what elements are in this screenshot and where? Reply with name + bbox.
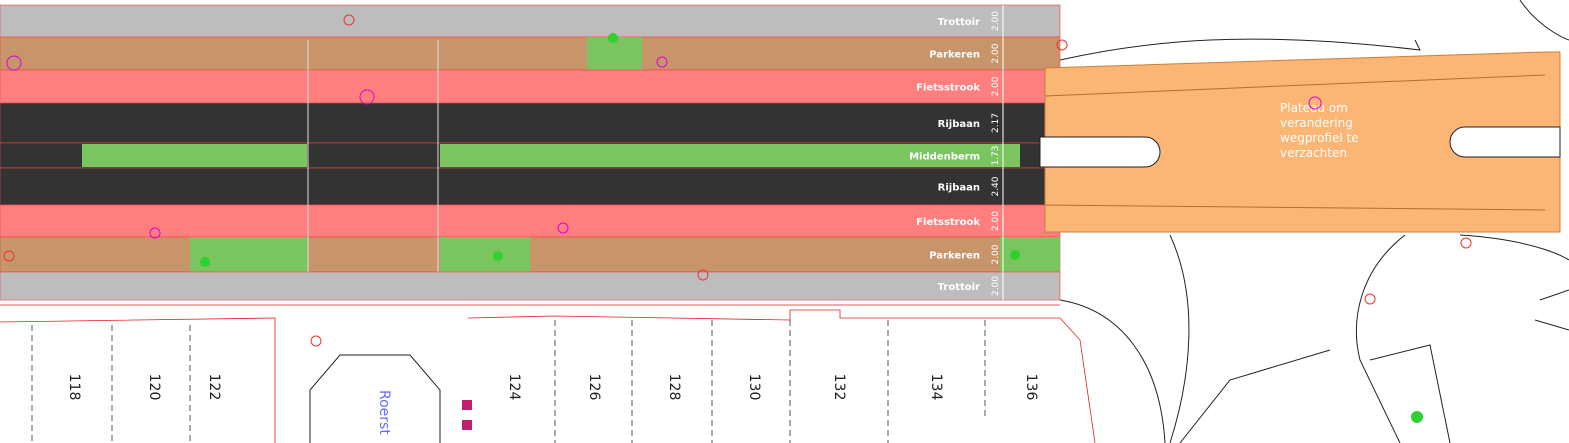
linework bbox=[309, 0, 1569, 443]
markers bbox=[6, 55, 1322, 239]
lane-label: Parkeren bbox=[929, 251, 980, 262]
plateau-label: verzachten bbox=[1280, 146, 1347, 160]
lane-label: Trottoir bbox=[938, 17, 980, 28]
lane-width: 2.00 bbox=[991, 244, 1001, 264]
lane-label: Parkeren bbox=[929, 50, 980, 61]
lane-width: 2.00 bbox=[991, 11, 1001, 31]
house-number: 136 bbox=[1023, 374, 1039, 401]
house-number: 134 bbox=[928, 374, 944, 401]
house-numbers: 118 120 122 124 126 128 130 132 134 136 bbox=[66, 374, 1039, 401]
house-number: 118 bbox=[66, 374, 82, 401]
lane bbox=[0, 36, 1061, 71]
lots bbox=[0, 304, 1096, 443]
house-number: 122 bbox=[206, 374, 222, 401]
signs bbox=[462, 400, 472, 430]
lane bbox=[0, 204, 1061, 238]
lane-width: 2.00 bbox=[991, 211, 1001, 231]
lane bbox=[0, 271, 1061, 301]
island bbox=[1039, 136, 1161, 168]
house-number: 130 bbox=[746, 374, 762, 401]
house-number: 124 bbox=[506, 374, 522, 401]
lanes: Trottoir 2.00 Parkeren 2.00 Fietsstrook 2.00 R… bbox=[0, 4, 1061, 301]
lane-label: Fietsstrook bbox=[916, 83, 980, 94]
lane-label: Rijbaan bbox=[938, 183, 980, 194]
plateau-lines bbox=[1044, 74, 1546, 211]
plateau-label: Plateau om bbox=[1280, 101, 1348, 115]
house-number: 126 bbox=[586, 374, 602, 401]
lane-width: 2.40 bbox=[991, 176, 1001, 196]
lamps bbox=[3, 14, 1472, 347]
lane bbox=[0, 167, 1061, 206]
green-patch bbox=[1000, 237, 1060, 272]
median-green bbox=[440, 144, 1020, 167]
lane-label: Trottoir bbox=[938, 282, 980, 293]
lane bbox=[0, 102, 1061, 144]
house-number: 128 bbox=[666, 374, 682, 401]
lane-width: 2.00 bbox=[991, 76, 1001, 96]
island bbox=[1449, 126, 1561, 158]
lot-dividers bbox=[31, 320, 986, 443]
house-number: 132 bbox=[831, 374, 847, 401]
median-green bbox=[82, 144, 307, 167]
lane-width: 2.17 bbox=[991, 113, 1001, 133]
street-name: Roerst bbox=[376, 390, 392, 435]
lane-width: 1.73 bbox=[991, 145, 1001, 165]
lane bbox=[0, 69, 1061, 104]
lane-width: 2.00 bbox=[991, 43, 1001, 63]
lane-label: Rijbaan bbox=[938, 119, 980, 130]
green-patch bbox=[440, 237, 530, 272]
plateau-label: verandering bbox=[1280, 116, 1353, 130]
lane bbox=[0, 4, 1061, 38]
lane-label: Middenberm bbox=[909, 152, 980, 163]
green-patch bbox=[190, 237, 308, 272]
trees bbox=[200, 33, 1423, 423]
house-number: 120 bbox=[146, 374, 162, 401]
lane-width: 2.00 bbox=[991, 276, 1001, 296]
plateau-label: wegprofiel te bbox=[1280, 131, 1359, 145]
lane-label: Fietsstrook bbox=[916, 217, 980, 228]
